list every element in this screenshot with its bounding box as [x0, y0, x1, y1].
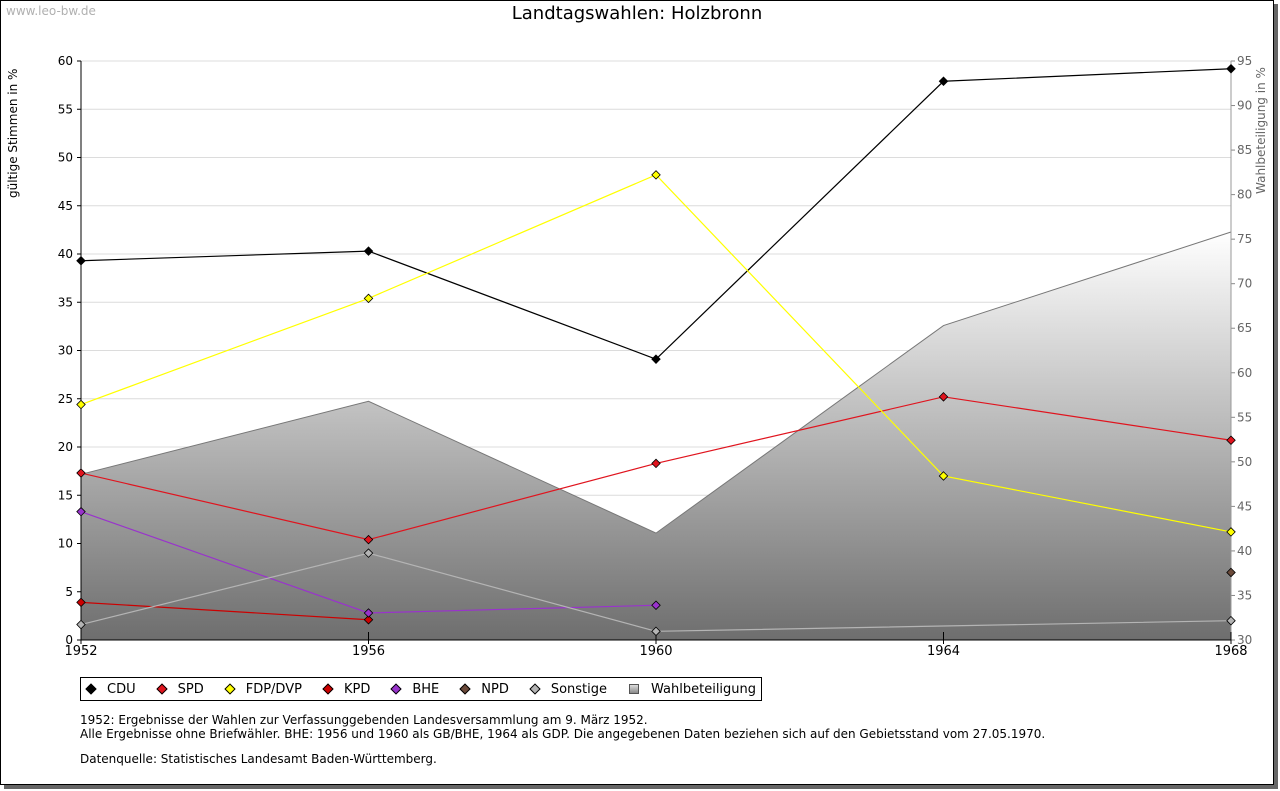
x-tick-label: 1964 — [927, 644, 960, 659]
note-general: Alle Ergebnisse ohne Briefwähler. BHE: 1… — [80, 727, 1046, 741]
point-kpd-1952 — [76, 597, 86, 608]
point-bhe-1960 — [651, 600, 661, 611]
y2-tick-label: 30 — [1237, 633, 1252, 647]
axes: 0 5 10 15 20 25 30 35 40 45 50 55 60 30 35 40 45 50 55 60 65… — [58, 54, 1253, 659]
data-source: Datenquelle: Statistisches Landesamt Bad… — [80, 752, 437, 766]
series-line-kpd — [80, 601, 369, 621]
y2-tick-label: 45 — [1237, 499, 1252, 513]
x-tick-label: 1960 — [639, 644, 672, 659]
legend-item-kpd: KPD — [322, 681, 371, 697]
point-kpd-1956 — [363, 614, 374, 625]
wahlbeteiligung-outline — [80, 231, 1232, 534]
y-tick-label: 50 — [58, 151, 73, 165]
chart-plot: 0 5 10 15 20 25 30 35 40 45 50 55 60 30 35 40 45 50 55 60 65… — [58, 54, 1253, 659]
y-tick-label: 45 — [58, 199, 73, 213]
point-spd-1952 — [76, 468, 86, 478]
point-fdp-dvp-1968 — [1226, 527, 1236, 537]
legend-label-wahlbeteiligung: Wahlbeteiligung — [651, 681, 757, 697]
y-tick-label: 10 — [58, 537, 73, 551]
y-tick-label: 25 — [58, 392, 73, 406]
wahlbeteiligung-area-layer — [80, 231, 1232, 640]
watermark: www.leo-bw.de — [6, 4, 96, 18]
point-sonstige-1956 — [363, 548, 374, 558]
y-tick-label: 60 — [58, 54, 73, 68]
legend-item-bhe: BHE — [390, 681, 440, 697]
point-cdu-1956 — [363, 246, 374, 256]
y2-tick-label: 40 — [1237, 544, 1252, 558]
y2-tick-label: 95 — [1237, 54, 1252, 68]
y2-tick-label: 60 — [1237, 366, 1252, 380]
legend-marker-sonstige — [529, 683, 541, 695]
point-cdu-1960 — [651, 354, 661, 364]
legend-label-kpd: KPD — [343, 681, 371, 697]
legend-marker-npd — [459, 683, 471, 695]
legend-item-fdp-dvp: FDP/DVP — [224, 681, 302, 697]
point-cdu-1968 — [1226, 63, 1236, 74]
y2-tick-label: 80 — [1237, 188, 1252, 202]
y-tick-label: 5 — [65, 585, 73, 599]
point-spd-1960 — [651, 458, 661, 469]
chart-title: Landtagswahlen: Holzbronn — [511, 3, 763, 24]
y-tick-label: 40 — [58, 247, 73, 261]
point-fdp-dvp-1960 — [651, 170, 661, 180]
y-tick-label: 20 — [58, 440, 73, 454]
legend-marker-kpd — [322, 683, 334, 695]
legend-item-wahlbeteiligung: Wahlbeteiligung — [629, 682, 756, 697]
y2-tick-label: 50 — [1237, 455, 1252, 469]
wahlbeteiligung-area — [81, 232, 1231, 640]
legend-item-npd: NPD — [459, 681, 509, 697]
y2-tick-label: 90 — [1237, 99, 1252, 113]
legend-marker-cdu — [85, 683, 97, 695]
point-bhe-1952 — [76, 506, 86, 517]
point-bhe-1956 — [363, 608, 374, 618]
legend-item-cdu: CDU — [85, 681, 136, 697]
point-fdp-dvp-1964 — [938, 471, 949, 481]
point-fdp-dvp-1952 — [76, 399, 86, 410]
y-tick-label: 55 — [58, 102, 73, 116]
y-tick-label: 15 — [58, 488, 73, 502]
legend-label-fdp-dvp: FDP/DVP — [245, 681, 302, 697]
legend: CDU SPD FDP/DVP KPD BHE NPD Sonstige Wahlbeteil… — [80, 677, 763, 701]
point-fdp-dvp-1956 — [363, 293, 374, 304]
legend-marker-fdp-dvp — [224, 683, 236, 695]
x-tick-label: 1952 — [64, 644, 97, 659]
series-points — [76, 63, 1236, 637]
y-tick-label: 35 — [58, 295, 73, 309]
y2-tick-label: 35 — [1237, 588, 1252, 602]
y-tick-label: 0 — [65, 633, 73, 647]
point-sonstige-1952 — [76, 619, 86, 630]
legend-label-npd: NPD — [481, 681, 509, 697]
legend-label-spd: SPD — [177, 681, 204, 697]
legend-item-spd: SPD — [155, 681, 204, 697]
point-spd-1968 — [1226, 435, 1236, 446]
legend-marker-bhe — [390, 683, 402, 695]
note-1952: 1952: Ergebnisse der Wahlen zur Verfassu… — [80, 713, 648, 727]
point-cdu-1952 — [76, 255, 86, 266]
point-npd-1968 — [1226, 567, 1236, 578]
x-tick-label: 1956 — [352, 644, 385, 659]
x-tick-label: 1968 — [1214, 644, 1247, 659]
series-line-sonstige — [80, 552, 1232, 632]
legend-label-cdu: CDU — [107, 681, 136, 697]
y2-tick-label: 65 — [1237, 321, 1252, 335]
notes: 1952: Ergebnisse der Wahlen zur Verfassu… — [80, 713, 1045, 741]
legend-label-sonstige: Sonstige — [550, 681, 608, 697]
point-spd-1956 — [363, 534, 374, 545]
point-sonstige-1960 — [651, 626, 661, 637]
legend-label-bhe: BHE — [412, 681, 440, 697]
legend-item-sonstige: Sonstige — [529, 681, 608, 697]
y-tick-label: 30 — [58, 344, 73, 358]
y2-tick-label: 55 — [1237, 410, 1252, 424]
point-spd-1964 — [938, 392, 949, 402]
point-sonstige-1968 — [1226, 615, 1236, 626]
legend-marker-spd — [155, 683, 168, 695]
y2-tick-label: 75 — [1237, 232, 1252, 246]
point-cdu-1964 — [938, 76, 949, 87]
y2-tick-label: 70 — [1237, 277, 1252, 291]
y2-tick-label: 85 — [1237, 143, 1252, 157]
legend-swatch-wahlbeteiligung — [629, 684, 640, 694]
